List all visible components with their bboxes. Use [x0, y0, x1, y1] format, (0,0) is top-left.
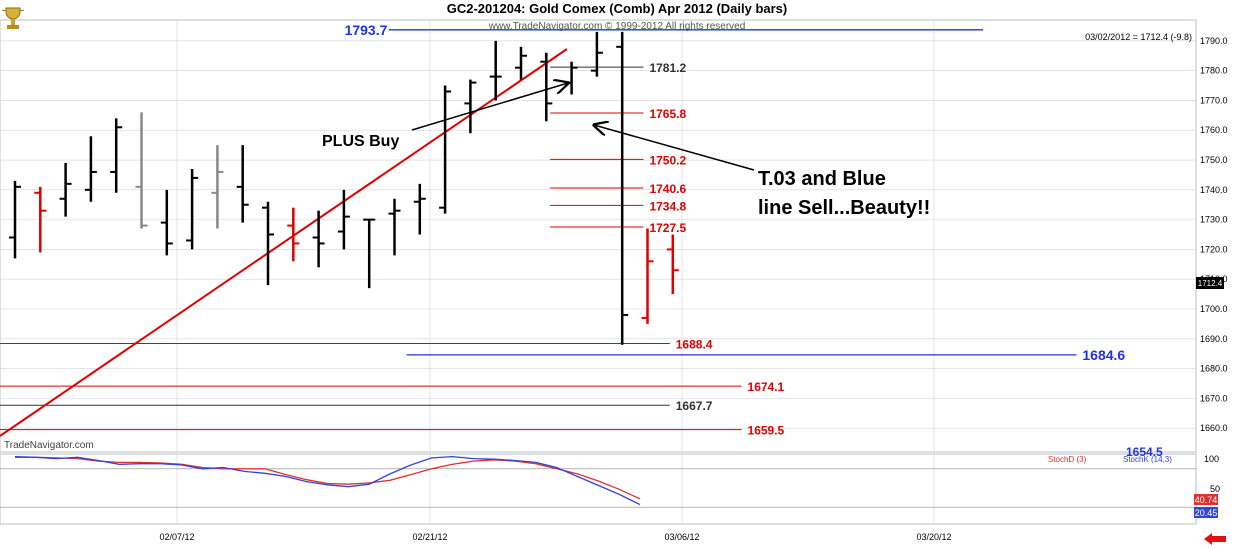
- annotation-line-1: T.03 and Blue: [758, 168, 886, 190]
- date-tick-label: 02/21/12: [412, 532, 447, 542]
- ohlc-bar: [363, 218, 376, 289]
- price-marker: 1712.4: [1198, 279, 1223, 288]
- ohlc-bar: [616, 31, 629, 345]
- price-tick-label: 1780.0: [1200, 66, 1228, 76]
- ohlc-bar: [110, 118, 123, 193]
- level-label: 1734.8: [649, 199, 686, 213]
- price-bars: [9, 31, 679, 345]
- date-tick-label: 03/20/12: [916, 532, 951, 542]
- ohlc-bar: [590, 31, 603, 77]
- ohlc-bar: [388, 198, 401, 256]
- ohlc-bar: [59, 163, 72, 217]
- annotation-arrow: [411, 83, 568, 131]
- ohlc-bar: [160, 189, 173, 256]
- chart-title: GC2-201204: Gold Comex (Comb) Apr 2012 (…: [447, 1, 788, 16]
- level-label: 1781.2: [649, 61, 686, 75]
- trend-line-segment: [0, 48, 568, 437]
- level-label: 1793.7: [345, 22, 388, 38]
- ohlc-bar: [186, 168, 199, 250]
- ohlc-bar: [641, 228, 654, 324]
- level-label: 1688.4: [676, 338, 713, 352]
- copyright-text: www.TradeNavigator.com © 1999-2012 All r…: [488, 21, 746, 32]
- price-tick-label: 1700.0: [1200, 304, 1228, 314]
- ohlc-bar: [312, 210, 325, 268]
- date-axis: 02/07/12 02/21/12 03/06/12 03/20/12: [159, 532, 951, 542]
- stoch-d-value: 40.74: [1195, 495, 1218, 505]
- ohlc-bar: [84, 136, 97, 202]
- price-tick-label: 1750.0: [1200, 155, 1228, 165]
- price-tick-label: 1770.0: [1200, 95, 1228, 105]
- ohlc-bar: [489, 40, 502, 101]
- ohlc-bar: [236, 145, 249, 223]
- ohlc-bar: [413, 183, 426, 235]
- stoch-d-legend: StochD (3): [1048, 455, 1087, 464]
- stoch-scale-top: 100: [1204, 454, 1219, 464]
- stoch-k-legend: StochK (14,3): [1123, 455, 1172, 464]
- level-label: 1667.7: [676, 399, 713, 413]
- price-marker-box: [1196, 277, 1224, 289]
- annotation-line-2: line Sell...Beauty!!: [758, 197, 930, 219]
- ohlc-bar: [34, 186, 47, 253]
- stoch-scale-mid: 50: [1210, 484, 1220, 494]
- date-tick-label: 03/06/12: [664, 532, 699, 542]
- grid-lines: [0, 20, 1196, 524]
- price-tick-label: 1690.0: [1200, 334, 1228, 344]
- trend-line: [0, 48, 568, 437]
- ohlc-bar: [666, 234, 679, 295]
- level-label: 1750.2: [649, 153, 686, 167]
- price-tick-label: 1740.0: [1200, 185, 1228, 195]
- level-label-partial: 1654.5: [1126, 445, 1163, 459]
- ohlc-bar: [337, 189, 350, 250]
- level-lines: 1793.7 1781.2 1765.8 1750.2 1740.6 1734.8 1727…: [0, 22, 1163, 459]
- date-tick-label: 02/07/12: [159, 532, 194, 542]
- level-label: 1727.5: [649, 221, 686, 235]
- stoch-k-value-box: [1194, 507, 1218, 518]
- trophy-icon: [1, 7, 25, 29]
- ohlc-bar: [287, 207, 300, 262]
- scroll-right-icon[interactable]: [1204, 533, 1226, 545]
- price-tick-label: 1760.0: [1200, 125, 1228, 135]
- ohlc-bar: [515, 46, 527, 80]
- price-tick-label: 1730.0: [1200, 215, 1228, 225]
- stoch-d-value-box: [1194, 494, 1218, 505]
- watermark: TradeNavigator.com: [4, 440, 94, 451]
- price-tick-label: 1720.0: [1200, 244, 1228, 254]
- price-tick-label: 1680.0: [1200, 364, 1228, 374]
- stoch-k-value: 20.45: [1195, 508, 1218, 518]
- annotations: PLUS Buy T.03 and Blue line Sell...Beauty!…: [322, 83, 930, 219]
- level-label: 1674.1: [748, 380, 785, 394]
- ohlc-bar: [540, 52, 553, 122]
- price-tick-label: 1660.0: [1200, 423, 1228, 433]
- stoch-k-line: [14, 455, 641, 506]
- price-tick-label: 1790.0: [1200, 36, 1228, 46]
- ohlc-bar: [135, 112, 148, 229]
- level-label: 1684.6: [1082, 347, 1125, 363]
- ohlc-bar: [262, 201, 274, 286]
- annotation-arrow: [594, 125, 755, 171]
- annotation-plus-buy: PLUS Buy: [322, 133, 399, 150]
- level-label: 1765.8: [649, 107, 686, 121]
- ohlc-bar: [464, 79, 477, 134]
- last-quote: 03/02/2012 = 1712.4 (-9.8): [1085, 32, 1192, 42]
- level-label: 1740.6: [649, 182, 686, 196]
- ohlc-bar: [439, 85, 452, 214]
- price-tick-label: 1670.0: [1200, 393, 1228, 403]
- ohlc-bar: [9, 180, 21, 259]
- stoch-d-line: [15, 456, 641, 500]
- ohlc-bar: [211, 145, 224, 229]
- level-label: 1659.5: [748, 424, 785, 438]
